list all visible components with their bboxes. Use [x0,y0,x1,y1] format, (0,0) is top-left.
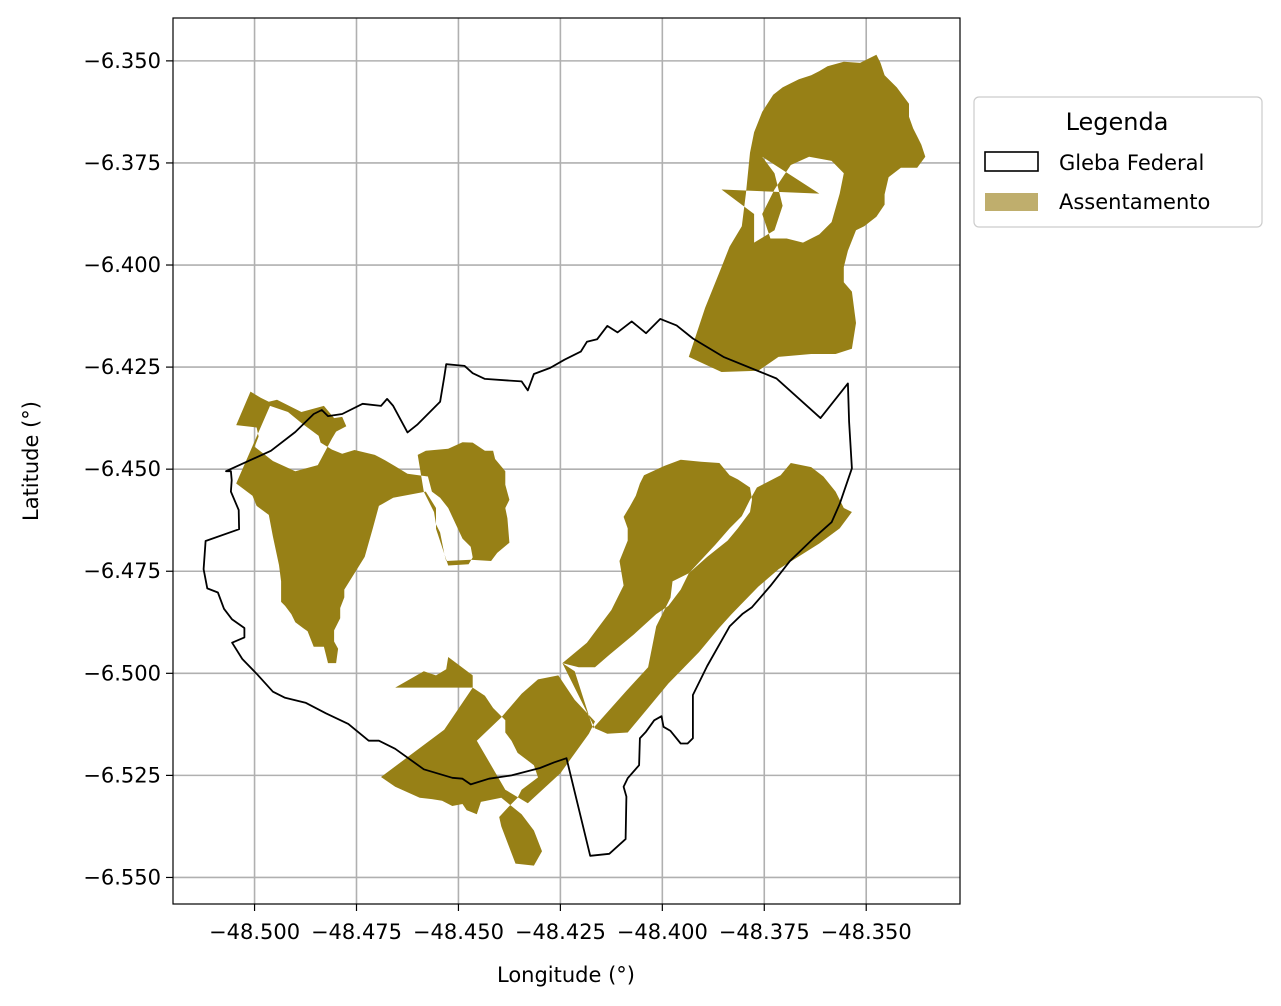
y-tick-label: −6.450 [83,457,161,481]
legend: Legenda Gleba Federal Assentamento [973,96,1263,228]
x-tick-label: −48.375 [719,920,810,944]
x-tick-label: −48.400 [617,920,708,944]
y-tick-label: −6.500 [83,661,161,685]
x-tick-label: −48.425 [515,920,606,944]
x-tick-label: −48.450 [413,920,504,944]
assentamento-layer [236,54,926,866]
gleba-federal-polygon [202,318,853,857]
legend-swatch-assentamento [985,193,1038,211]
y-tick-label: −6.400 [83,253,161,277]
y-tick-label: −6.525 [83,763,161,787]
legend-label-gleba-federal: Gleba Federal [1059,151,1204,175]
legend-swatch-gleba-federal [984,151,1039,172]
x-axis-ticks: −48.500 −48.475 −48.450 −48.425 −48.400 −48.3… [209,904,912,944]
plot-frame [172,17,961,905]
y-tick-label: −6.350 [83,49,161,73]
y-tick-label: −6.375 [83,151,161,175]
legend-title: Legenda [1066,108,1169,136]
x-tick-label: −48.475 [311,920,402,944]
y-tick-label: −6.475 [83,559,161,583]
x-tick-label: −48.500 [209,920,300,944]
y-tick-label: −6.550 [83,865,161,889]
gleba-federal-layer [202,318,853,857]
y-tick-label: −6.425 [83,355,161,379]
y-axis-ticks: −6.350 −6.375 −6.400 −6.425 −6.450 −6.475 −6.5… [83,49,173,889]
y-axis-label: Latitude (°) [19,401,43,521]
x-tick-label: −48.350 [821,920,912,944]
legend-box [973,96,1263,228]
x-axis-label: Longitude (°) [497,963,635,987]
assentamento-polygon [236,54,926,866]
legend-label-assentamento: Assentamento [1059,190,1210,214]
